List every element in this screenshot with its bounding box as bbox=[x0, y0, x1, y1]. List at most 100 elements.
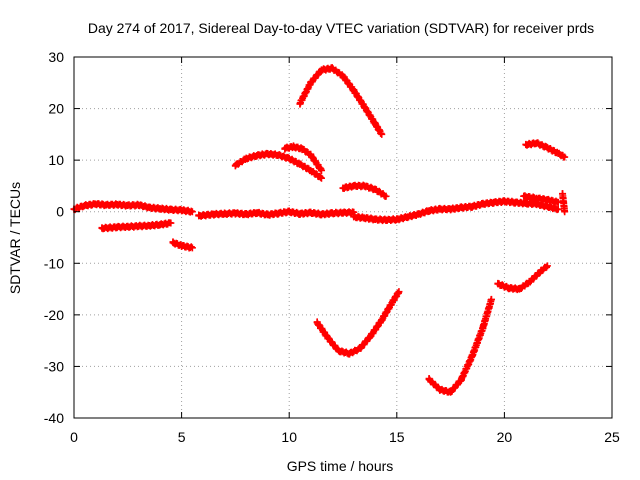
data-point bbox=[487, 295, 495, 303]
data-point bbox=[371, 120, 379, 128]
y-tick-label: 10 bbox=[48, 152, 64, 168]
data-point bbox=[543, 196, 551, 204]
data-point bbox=[515, 285, 523, 293]
y-axis-label: SDTVAR / TECUs bbox=[7, 182, 23, 294]
data-point bbox=[543, 203, 551, 211]
data-point bbox=[350, 182, 358, 190]
data-point bbox=[339, 184, 347, 192]
data-point bbox=[533, 139, 541, 147]
data-point bbox=[169, 239, 177, 247]
data-point bbox=[317, 166, 325, 174]
data-point bbox=[395, 288, 403, 296]
data-point bbox=[98, 224, 106, 232]
data-point bbox=[210, 210, 218, 218]
y-tick-label: 0 bbox=[56, 204, 64, 220]
data-point bbox=[317, 210, 325, 218]
data-point bbox=[188, 208, 196, 216]
data-point bbox=[537, 267, 545, 275]
data-point bbox=[135, 201, 143, 209]
data-point bbox=[296, 160, 304, 168]
data-point bbox=[307, 79, 315, 87]
y-tick-label: 20 bbox=[48, 101, 64, 117]
data-point bbox=[559, 190, 567, 198]
series-neg-arc-2 bbox=[425, 295, 495, 396]
chart-title: Day 274 of 2017, Sidereal Day-to-day VTE… bbox=[88, 20, 594, 36]
series-arc-4 bbox=[339, 181, 390, 200]
y-tick-label: -10 bbox=[44, 255, 64, 271]
data-point bbox=[290, 143, 298, 151]
x-tick-label: 25 bbox=[604, 429, 620, 445]
data-point bbox=[561, 153, 569, 161]
data-point bbox=[339, 209, 347, 217]
data-point bbox=[274, 151, 282, 159]
data-point bbox=[307, 209, 315, 217]
data-point bbox=[533, 194, 541, 202]
data-point bbox=[561, 208, 569, 216]
data-point bbox=[388, 298, 396, 306]
data-point bbox=[317, 174, 325, 182]
x-tick-label: 0 bbox=[70, 429, 78, 445]
data-point bbox=[298, 145, 306, 153]
data-point bbox=[511, 198, 519, 206]
data-point bbox=[328, 209, 336, 217]
data-point bbox=[124, 223, 132, 231]
data-point bbox=[425, 375, 433, 383]
data-segment bbox=[479, 296, 495, 332]
data-point bbox=[414, 210, 422, 218]
data-point bbox=[145, 204, 153, 212]
x-tick-label: 5 bbox=[178, 429, 186, 445]
data-point bbox=[253, 209, 261, 217]
data-point bbox=[490, 198, 498, 206]
x-tick-label: 10 bbox=[281, 429, 297, 445]
data-point bbox=[328, 64, 336, 72]
series-near-zero-band-A bbox=[70, 200, 196, 216]
data-point bbox=[522, 199, 530, 207]
data-point bbox=[468, 352, 476, 360]
series-arc-2 bbox=[281, 142, 325, 174]
data-point bbox=[92, 200, 100, 208]
data-point bbox=[135, 222, 143, 230]
series-neg-arc-1 bbox=[313, 288, 403, 358]
y-tick-label: -20 bbox=[44, 307, 64, 323]
data-point bbox=[447, 388, 455, 396]
data-point bbox=[102, 201, 110, 209]
data-point bbox=[178, 242, 186, 250]
data-point bbox=[554, 205, 562, 213]
data-point bbox=[361, 214, 369, 222]
data-point bbox=[313, 319, 321, 327]
data-point bbox=[371, 186, 379, 194]
y-tick-label: 30 bbox=[48, 49, 64, 65]
data-point bbox=[404, 213, 412, 221]
data-series bbox=[70, 64, 569, 396]
x-tick-label: 15 bbox=[389, 429, 405, 445]
y-tick-label: -40 bbox=[44, 410, 64, 426]
data-point bbox=[479, 200, 487, 208]
data-point bbox=[500, 197, 508, 205]
data-point bbox=[371, 215, 379, 223]
data-point bbox=[253, 152, 261, 160]
data-point bbox=[221, 210, 229, 218]
data-point bbox=[350, 87, 358, 95]
data-point bbox=[296, 99, 304, 107]
data-point bbox=[188, 244, 196, 252]
series-short-dip-A bbox=[169, 238, 196, 252]
data-point bbox=[393, 215, 401, 223]
data-point bbox=[324, 334, 332, 342]
data-point bbox=[468, 203, 476, 211]
data-point bbox=[307, 151, 315, 159]
data-point bbox=[494, 280, 502, 288]
data-point bbox=[356, 344, 364, 352]
data-point bbox=[113, 200, 121, 208]
data-point bbox=[345, 350, 353, 358]
data-point bbox=[447, 205, 455, 213]
y-tick-label: -30 bbox=[44, 358, 64, 374]
data-point bbox=[167, 219, 175, 227]
data-point bbox=[543, 262, 551, 270]
data-point bbox=[231, 161, 239, 169]
x-tick-label: 20 bbox=[497, 429, 513, 445]
data-point bbox=[457, 375, 465, 383]
data-point bbox=[156, 221, 164, 229]
data-point bbox=[242, 155, 250, 163]
data-point bbox=[317, 66, 325, 74]
